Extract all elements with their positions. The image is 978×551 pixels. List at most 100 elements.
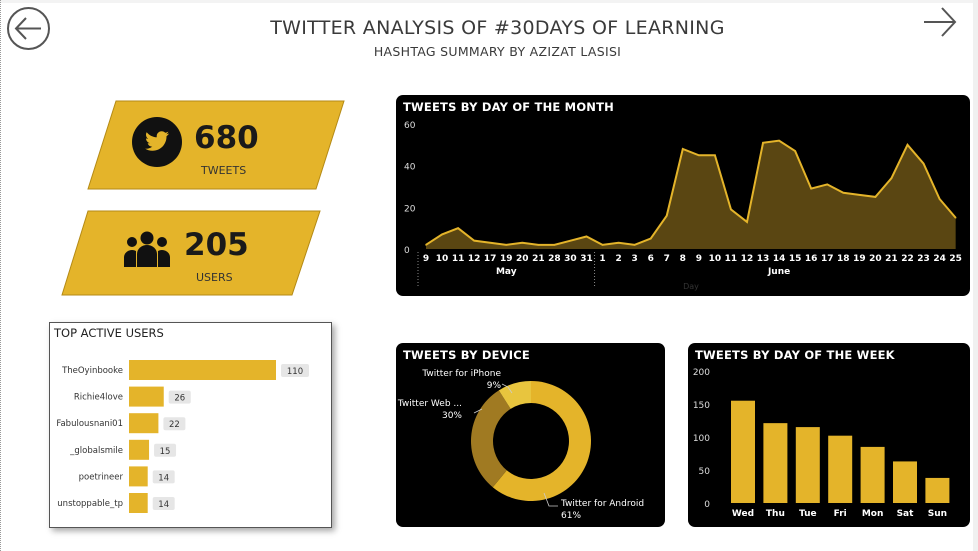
area-data-point [938,198,941,200]
area-month-label: June [767,267,790,277]
weekday-x-tick-label: Thu [766,509,785,519]
area-x-tick-label: 12 [468,254,481,264]
area-x-tick-label: 3 [632,254,638,264]
area-data-point [890,177,893,179]
donut-slice [492,381,591,501]
area-x-tick-label: 2 [615,254,621,264]
top-user-name: _globalsmile [69,446,123,456]
arrow-right-icon [924,7,957,37]
weekday-y-tick-label: 100 [693,434,710,444]
top-user-name: poetrineer [79,472,124,482]
top-user-value-badge [154,443,177,457]
top-users-bar-chart: TheOyinbooke 110 Richie4love 26 Fabulousnani… [56,360,309,513]
page-title: TWITTER ANALYSIS OF #30DAYS OF LEARNING [270,17,725,39]
weekday-bar [828,435,853,503]
frame-left-edge [0,0,1,551]
area-data-point [553,244,556,246]
area-y-tick-label: 20 [404,204,416,214]
top-user-value-badge [152,497,175,510]
top-user-value-badge [152,470,175,484]
weekday-x-tick-label: Sun [928,509,947,519]
forward-arrow-button[interactable] [920,5,960,41]
top-user-bar [129,439,150,460]
area-chart-title: TWEETS BY DAY OF THE MONTH [403,100,614,114]
top-user-value: 15 [160,447,171,457]
top-user-value: 22 [169,420,180,430]
donut-leader-line [501,383,513,394]
frame-right-edge [973,0,978,551]
area-x-tick-label: 20 [869,254,882,264]
area-x-tick-label: 12 [741,254,754,264]
area-x-tick-label: 23 [917,254,930,264]
area-data-point [521,241,524,244]
kpi-users-label: USERS [196,271,233,284]
weekday-chart-title: TWEETS BY DAY OF THE WEEK [695,348,895,362]
back-arrow-button[interactable] [7,7,50,50]
top-user-value: 14 [158,473,169,483]
top-user-name: Richie4love [74,393,123,403]
top-user-name: unstoppable_tp [57,499,123,509]
area-x-tick-label: 21 [532,254,545,264]
weekday-bar [795,427,820,503]
top-user-bar [129,466,148,487]
area-x-tick-label: 24 [933,254,946,264]
area-x-tick-label: 20 [516,254,529,264]
area-x-tick-label: 6 [648,254,654,264]
panel-tweets-by-day-of-month: 0 20 40 60 9 10 11 12 17 19 20 21 28 30 31 1 2 3 6 7 8 9 10 11 1… [396,95,970,296]
weekday-x-tick-label: Wed [732,509,754,519]
area-data-point [649,237,652,240]
area-data-point [585,235,588,238]
area-x-tick-label: 25 [949,254,962,264]
donut-slice-label: Twitter Web ... [397,399,462,409]
area-data-point [858,194,861,196]
donut-slice-percent: 61% [561,511,581,521]
area-x-tick-label: 21 [885,254,898,264]
weekday-bar-chart: 0 50 100 150 200 Wed Thu Tue Fri Mon Sat Sun [693,368,950,519]
area-x-tick-label: 18 [837,254,850,264]
donut-slice [498,381,531,409]
area-x-tick-label: 7 [664,254,670,264]
panel-tweets-by-device: Twitter for Android 61% Twitter Web ... 30%… [396,343,665,527]
donut-leader-line [543,492,558,507]
weekday-bar [731,400,755,503]
area-x-tick-label: 19 [853,254,866,264]
panel-tweets-by-day-of-week: 0 50 100 150 200 Wed Thu Tue Fri Mon Sat Sun TWEETS… [688,343,970,527]
top-user-bar [129,413,159,434]
area-y-tick-label: 40 [404,163,416,173]
top-user-bar [129,360,276,380]
users-group-icon [123,230,171,272]
top-user-value: 14 [158,500,169,510]
area-x-tick-label: 11 [452,254,465,264]
area-data-point [842,191,845,194]
page-subtitle: HASHTAG SUMMARY BY AZIZAT LASISI [373,44,622,59]
top-user-value: 110 [287,367,303,377]
kpi-tweets-value: 680 [194,120,259,156]
area-y-tick-label: 60 [404,121,416,131]
weekday-y-tick-label: 0 [704,500,710,510]
area-data-point [505,244,508,246]
top-user-bar [129,493,148,513]
frame-top-edge [0,0,978,3]
area-data-point [617,241,620,244]
weekday-x-tick-label: Mon [862,509,884,519]
area-data-point [457,227,459,229]
area-data-point [922,162,925,165]
area-fill [426,140,956,249]
weekday-bar [893,461,917,503]
area-data-point [954,216,957,219]
area-data-point [441,233,443,236]
area-data-point [698,154,700,157]
area-y-tick-label: 0 [404,246,410,256]
top-user-name: TheOyinbooke [61,366,123,376]
area-data-point [730,208,732,211]
donut-chart: Twitter for Android 61% Twitter Web ... 30%… [397,369,644,521]
area-data-point [874,196,877,198]
area-data-point [810,187,812,190]
area-x-tick-label: 9 [423,254,429,264]
area-month-label: May [496,267,517,277]
area-x-tick-label: 10 [709,254,722,264]
top-user-value-badge [281,364,309,377]
arrow-left-icon [14,17,41,40]
area-x-tick-label: 10 [436,254,449,264]
